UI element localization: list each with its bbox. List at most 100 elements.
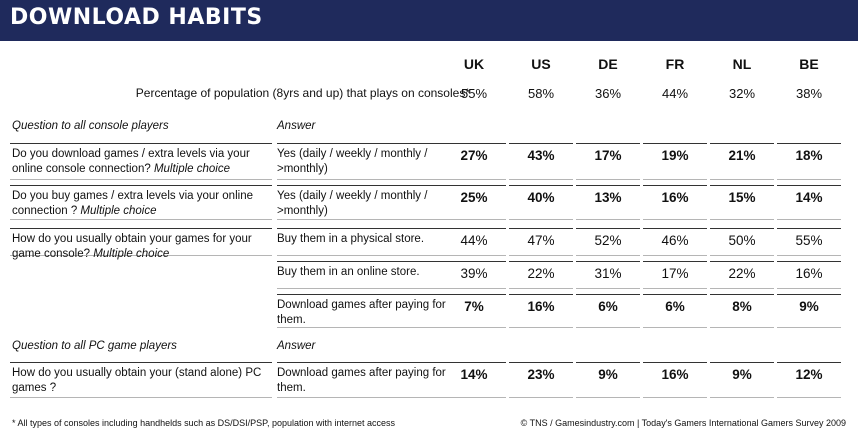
question-label: How do you usually obtain your games for… [12, 233, 252, 260]
answer-rule-top [277, 294, 459, 295]
value-rule-top [509, 228, 573, 229]
value-fr: 17% [661, 266, 689, 281]
value-rule-bottom [442, 219, 506, 220]
question-rule-bottom [10, 397, 272, 398]
question-qualifier: Multiple choice [80, 205, 157, 217]
value-rule-bottom [643, 219, 707, 220]
answer-rule-bottom [277, 397, 459, 398]
title-banner: DOWNLOAD HABITS [0, 0, 858, 41]
column-header-uk: UK [463, 56, 485, 72]
value-rule-top [777, 228, 841, 229]
value-rule-bottom [576, 219, 640, 220]
value-rule-bottom [576, 179, 640, 180]
page-title: DOWNLOAD HABITS [10, 5, 263, 30]
value-nl: 9% [732, 367, 752, 382]
value-us: 16% [527, 299, 555, 314]
value-rule-bottom [777, 327, 841, 328]
value-rule-bottom [509, 288, 573, 289]
value-rule-bottom [509, 219, 573, 220]
value-uk: 27% [460, 148, 488, 163]
question-qualifier: Multiple choice [153, 163, 231, 175]
value-rule-top [643, 362, 707, 363]
value-rule-bottom [509, 255, 573, 256]
value-us: 23% [527, 367, 555, 382]
answer-rule-bottom [277, 219, 459, 220]
source-credit: © TNS / Gamesindustry.com | Today's Game… [520, 418, 846, 428]
value-rule-top [509, 143, 573, 144]
value-rule-bottom [710, 397, 774, 398]
value-rule-top [710, 362, 774, 363]
value-rule-top [576, 294, 640, 295]
value-rule-bottom [643, 255, 707, 256]
value-rule-bottom [710, 179, 774, 180]
value-rule-top [442, 294, 506, 295]
value-fr: 6% [665, 299, 685, 314]
column-header-us: US [531, 56, 551, 72]
answer-rule-top [277, 185, 459, 186]
value-rule-top [643, 143, 707, 144]
value-de: 52% [594, 233, 622, 248]
value-fr: 19% [661, 148, 689, 163]
question-text: Do you buy games / extra levels via your… [12, 189, 270, 219]
answer-rule-top [277, 362, 459, 363]
answer-rule-top [277, 261, 459, 262]
answer-rule-bottom [277, 327, 459, 328]
value-fr: 16% [661, 190, 689, 205]
value-rule-bottom [777, 179, 841, 180]
value-rule-bottom [777, 255, 841, 256]
question-rule-top [10, 362, 272, 363]
column-header-nl: NL [732, 56, 752, 72]
pc-question-header: Question to all PC game players [12, 340, 177, 352]
value-rule-top [442, 362, 506, 363]
console-question-header: Question to all console players [12, 120, 169, 132]
value-rule-top [509, 261, 573, 262]
answer-rule-bottom [277, 288, 459, 289]
population-label: Percentage of population (8yrs and up) t… [135, 86, 470, 100]
value-fr: 46% [661, 233, 689, 248]
value-rule-top [777, 185, 841, 186]
population-value-be: 38% [795, 86, 823, 101]
question-rule-bottom [10, 219, 272, 220]
value-rule-top [643, 294, 707, 295]
value-rule-top [710, 185, 774, 186]
value-rule-bottom [777, 219, 841, 220]
value-uk: 44% [460, 233, 488, 248]
answer-rule-bottom [277, 179, 459, 180]
value-de: 13% [594, 190, 622, 205]
value-rule-top [509, 294, 573, 295]
value-rule-top [442, 261, 506, 262]
value-rule-top [643, 185, 707, 186]
value-rule-bottom [576, 255, 640, 256]
value-be: 16% [795, 266, 823, 281]
value-us: 47% [527, 233, 555, 248]
value-rule-top [777, 261, 841, 262]
pc-answer-header: Answer [277, 340, 316, 352]
value-be: 9% [799, 299, 819, 314]
value-de: 6% [598, 299, 618, 314]
value-uk: 7% [464, 299, 484, 314]
value-rule-top [576, 143, 640, 144]
answer-text: Yes (daily / weekly / monthly / >monthly… [277, 190, 428, 217]
value-nl: 8% [732, 299, 752, 314]
answer-text: Download games after paying for them. [277, 367, 446, 394]
answer-rule-top [277, 228, 459, 229]
population-value-de: 36% [594, 86, 622, 101]
question-qualifier: Multiple choice [93, 248, 170, 260]
question-label: How do you usually obtain your (stand al… [12, 367, 262, 394]
question-rule-bottom [10, 255, 272, 256]
value-rule-bottom [576, 327, 640, 328]
value-rule-top [643, 228, 707, 229]
value-rule-bottom [442, 397, 506, 398]
value-rule-bottom [509, 179, 573, 180]
value-us: 22% [527, 266, 555, 281]
console-answer-header: Answer [277, 120, 316, 132]
value-rule-top [643, 261, 707, 262]
value-nl: 22% [728, 266, 756, 281]
value-be: 14% [795, 190, 823, 205]
value-rule-top [710, 228, 774, 229]
value-rule-bottom [710, 288, 774, 289]
footnote: * All types of consoles including handhe… [12, 418, 396, 428]
value-rule-top [509, 185, 573, 186]
value-rule-top [777, 362, 841, 363]
value-rule-bottom [643, 179, 707, 180]
